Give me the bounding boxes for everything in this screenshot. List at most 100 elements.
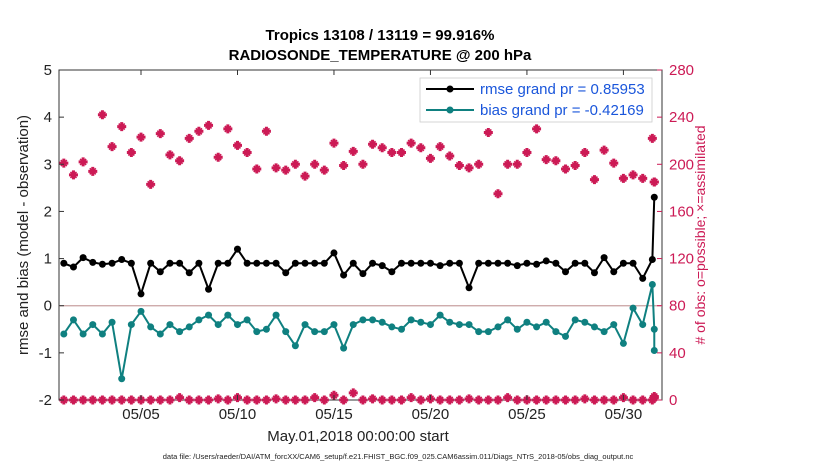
obs-possible-point-cross (650, 178, 658, 186)
rmse-series-point (156, 268, 164, 276)
y-tick-label-right: 280 (669, 62, 694, 79)
obs-possible-point (319, 165, 329, 175)
bias-series-point (89, 321, 97, 329)
obs-possible-point (561, 164, 571, 174)
obs-assimilated-point-cross (494, 396, 502, 404)
bias-series-point (205, 311, 213, 319)
rmse-series-point (195, 259, 203, 267)
obs-possible-point-cross (619, 174, 627, 182)
obs-possible-point (425, 153, 435, 163)
obs-possible-point-cross (475, 160, 483, 168)
bias-series-point (69, 316, 77, 324)
obs-assimilated-point (213, 394, 223, 404)
bias-series-point (552, 328, 560, 336)
obs-possible-point (638, 173, 648, 183)
bias-series-point (108, 318, 116, 326)
obs-possible-point (107, 142, 117, 152)
bias-series-point (378, 318, 386, 326)
obs-assimilated-point-cross (320, 396, 328, 404)
obs-assimilated-point-cross (147, 396, 155, 404)
obs-assimilated-point-cross (253, 396, 261, 404)
rmse-series-point (98, 260, 106, 268)
axis-ticks: -2 -1 0 1 2 3 4 5 0 40 80 120 160 200 240 280 05/05 05/10… (39, 62, 694, 423)
obs-possible-point (97, 110, 107, 120)
bias-series-point (127, 321, 135, 329)
obs-assimilated-point (88, 395, 98, 405)
obs-possible-point (628, 170, 638, 180)
y-tick-label-left: 4 (44, 109, 52, 126)
rmse-series-point (388, 268, 396, 276)
rmse-series-point (571, 259, 579, 267)
obs-assimilated-point (271, 394, 281, 404)
obs-possible-point-cross (368, 140, 377, 148)
bias-series-point (523, 318, 531, 326)
obs-possible-point (503, 159, 513, 169)
obs-possible-point-cross (378, 144, 386, 152)
bias-series-point (301, 321, 309, 329)
rmse-series-point (581, 259, 589, 267)
obs-possible-point-cross (388, 148, 396, 157)
rmse-series-point (127, 259, 135, 267)
rmse-series-point (89, 258, 97, 266)
rmse-series-point (369, 259, 377, 267)
bias-series-point (581, 318, 589, 326)
rmse-series-point (330, 249, 338, 257)
obs-possible-point (290, 159, 300, 169)
obs-possible-point (281, 165, 291, 175)
rmse-series-point (320, 259, 328, 267)
obs-assimilated-point (184, 395, 194, 405)
rmse-series-point (166, 259, 174, 267)
obs-possible-point (310, 159, 320, 169)
obs-possible-point (532, 124, 542, 134)
obs-possible-point-cross (233, 141, 242, 149)
obs-possible-point-cross (224, 125, 232, 133)
obs-assimilated-point (445, 395, 455, 405)
bias-series-point (137, 307, 145, 315)
obs-assimilated-point-cross (98, 396, 106, 404)
obs-possible-point-cross (282, 166, 290, 174)
obs-assimilated-point-cross (176, 394, 184, 402)
x-tick-label: 05/20 (412, 406, 450, 423)
bias-series-point (388, 323, 396, 331)
bias-series-point (60, 330, 68, 338)
obs-assimilated-point (155, 395, 165, 405)
obs-assimilated-point-cross (204, 396, 213, 404)
rmse-series-point (600, 254, 608, 262)
obs-possible-point (329, 138, 339, 148)
chart-subtitle: RADIOSONDE_TEMPERATURE @ 200 hPa (229, 47, 532, 64)
bias-series-point (224, 311, 232, 319)
y-tick-label-right: 80 (669, 298, 686, 315)
rmse-series-point (446, 259, 454, 267)
obs-assimilated-point (97, 395, 107, 405)
obs-possible-point (184, 133, 194, 143)
obs-assimilated-point-cross (590, 396, 599, 404)
rmse-series-point (69, 263, 77, 271)
obs-assimilated-point (589, 395, 599, 405)
obs-possible-point (570, 160, 580, 170)
x-tick-label: 05/05 (122, 406, 160, 423)
obs-possible-point-cross (648, 134, 656, 142)
obs-assimilated-point-cross (89, 396, 97, 404)
bias-series-point (648, 281, 656, 288)
obs-assimilated-point-cross (214, 395, 222, 403)
obs-assimilated-point (551, 395, 561, 405)
obs-assimilated-point-cross (388, 396, 396, 404)
obs-assimilated-point (358, 395, 368, 405)
obs-assimilated-point (223, 395, 233, 405)
obs-possible-point-cross (253, 165, 261, 173)
obs-possible-point-cross (349, 147, 357, 155)
obs-possible-point (445, 151, 455, 161)
bias-series-point (639, 321, 647, 329)
obs-assimilated-point (78, 395, 88, 405)
obs-assimilated-point-cross (291, 396, 299, 404)
obs-possible-point-cross (79, 158, 87, 166)
obs-possible-point-cross (262, 127, 270, 135)
obs-assimilated-point-cross (417, 396, 425, 404)
obs-possible-point-cross (320, 166, 328, 174)
obs-possible-point-cross (301, 172, 309, 180)
obs-possible-point (647, 133, 657, 143)
obs-possible-point-cross (494, 190, 502, 198)
obs-assimilated-point (609, 395, 619, 405)
obs-assimilated-point-cross (156, 396, 164, 404)
x-axis-label: May.01,2018 00:00:00 start (267, 428, 449, 445)
